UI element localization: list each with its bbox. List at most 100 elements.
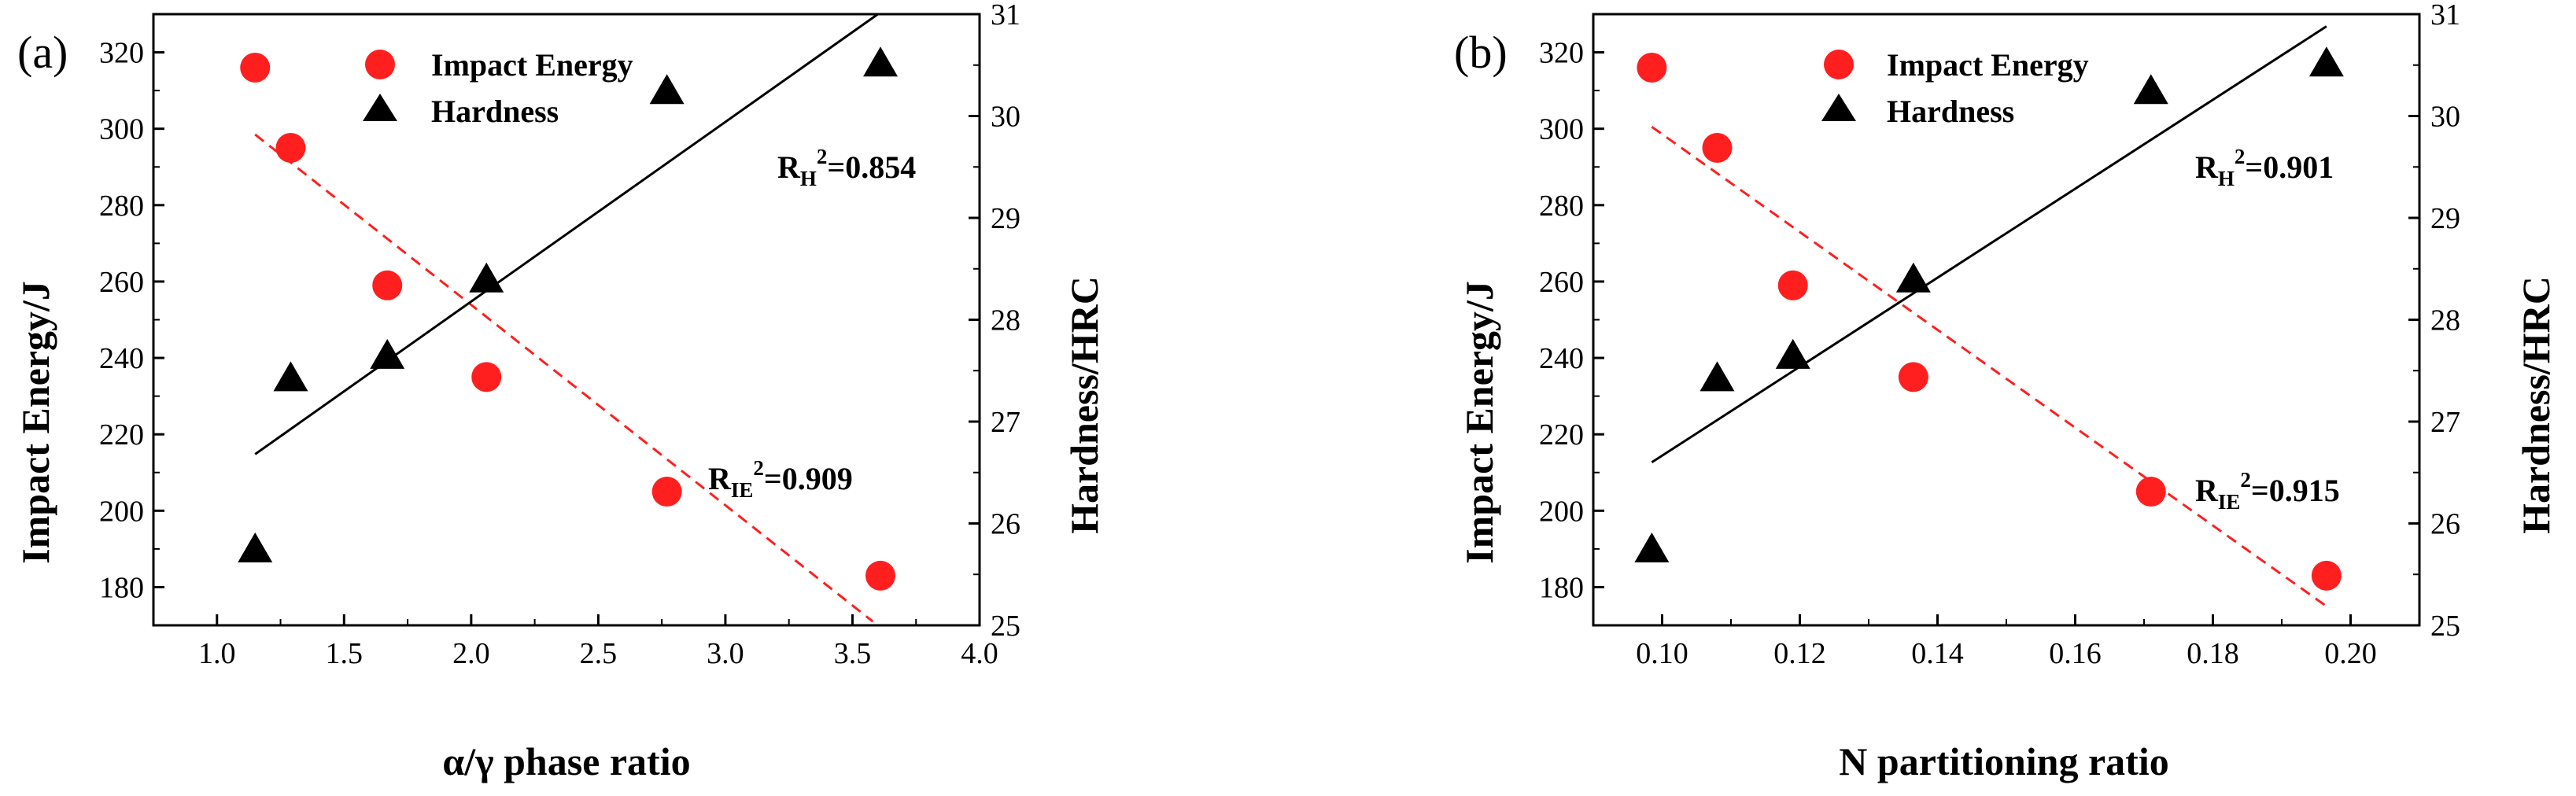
y-left-tick-label: 300 [99,113,144,146]
y-right-tick-label: 27 [991,406,1020,439]
chart-panel-a: (a) α/γ phase ratio Impact Energy/J Hard… [13,0,1106,783]
y-left-tick-label: 200 [1539,495,1584,528]
y-right-tick-label: 26 [991,508,1020,541]
r2-label-impact-energy: RIE2=0.909 [708,456,853,502]
data-point-impact-energy [372,270,403,300]
series-impact-energy [240,52,895,623]
legend-marker-hardness [363,94,397,121]
data-point-impact-energy [471,362,502,392]
y-left-tick-label: 240 [99,342,144,375]
y-axis-left-label: Impact Energy/J [1457,281,1501,564]
y-left-tick-label: 220 [1539,418,1584,451]
r2-label-hardness: RH2=0.854 [777,145,916,190]
series-hardness [1634,25,2344,562]
fit-line-hardness [1651,25,2327,464]
x-tick-label: 3.0 [707,637,744,670]
x-tick-label: 2.0 [452,637,490,670]
y-right-tick-label: 29 [991,202,1020,235]
x-tick-label: 3.5 [834,637,872,670]
legend-label-hardness: Hardness [1887,94,2014,129]
data-point-impact-energy [1777,270,1808,300]
plot-frame [152,13,981,627]
x-tick-label: 1.0 [198,637,236,670]
y-right-tick-label: 30 [991,101,1020,134]
chart-panel-b: (b) N partitioning ratio Impact Energy/J… [1454,0,2558,783]
y-right-tick-label: 30 [2430,101,2460,134]
y-left-tick-label: 320 [99,37,144,70]
data-point-impact-energy [1898,362,1928,392]
x-tick-label: 0.14 [1911,637,1964,670]
plot-area: 0.10 0.12 0.14 0.16 0.18 0.20 180 200 220 240 260 2… [1539,0,2460,670]
y-right-tick-label: 25 [2430,610,2460,643]
r2-label-impact-energy: RIE2=0.915 [2195,468,2340,514]
data-point-hardness [649,74,685,105]
data-point-hardness [1634,532,1670,562]
data-point-impact-energy [651,477,682,507]
x-tick-label: 0.12 [1773,637,1826,670]
data-point-hardness [863,46,898,77]
series-hardness [238,13,898,562]
legend-label-impact-energy: Impact Energy [1887,47,2089,83]
r2-label-hardness: RH2=0.901 [2195,145,2334,190]
data-point-hardness [238,532,273,562]
y-left-tick-label: 320 [1539,37,1584,70]
y-right-tick-label: 27 [2430,406,2460,439]
data-point-hardness [2308,46,2344,77]
x-tick-label: 0.18 [2187,637,2239,670]
x-axis-label: α/γ phase ratio [442,739,690,783]
y-right-tick-label: 31 [991,0,1020,31]
x-tick-label: 1.5 [326,637,364,670]
y-left-tick-label: 280 [1539,190,1584,223]
y-right-tick-label: 28 [2430,304,2460,337]
legend: Impact Energy Hardness [363,47,633,129]
y-left-tick-label: 240 [1539,342,1584,375]
data-point-hardness [1775,338,1810,369]
data-point-impact-energy [865,560,895,591]
legend-label-hardness: Hardness [431,94,559,129]
data-point-impact-energy [240,52,271,83]
legend-marker-impact-energy [1824,50,1854,79]
data-point-hardness [1699,361,1735,392]
legend-label-impact-energy: Impact Energy [431,47,633,83]
fit-line-impact-energy [254,133,874,623]
data-point-hardness [273,361,308,392]
y-left-tick-label: 200 [99,495,144,528]
x-tick-label: 0.10 [1636,637,1688,670]
fit-line-hardness [254,13,879,455]
x-tick-label: 4.0 [961,637,998,670]
fit-line-impact-energy [1651,126,2327,607]
y-axis-right-label: Hardness/HRC [2514,276,2558,534]
data-point-impact-energy [1637,52,1667,83]
y-right-tick-label: 31 [2430,0,2460,31]
data-point-impact-energy [1702,132,1733,163]
y-left-tick-label: 260 [1539,266,1584,299]
data-point-impact-energy [2311,560,2342,591]
data-point-impact-energy [275,132,306,163]
y-left-tick-label: 280 [99,190,144,223]
data-point-hardness [370,338,405,369]
y-left-tick-label: 220 [99,418,144,451]
y-right-tick-label: 28 [991,304,1020,337]
panel-label: (b) [1454,27,1508,78]
x-tick-label: 2.5 [580,637,618,670]
data-point-hardness [1895,262,1931,293]
data-point-impact-energy [2135,477,2166,507]
y-left-tick-label: 300 [1539,113,1584,146]
y-right-tick-label: 26 [2430,508,2460,541]
series-impact-energy [1637,52,2342,607]
legend-marker-hardness [1821,94,1856,121]
y-right-tick-label: 25 [991,610,1020,643]
x-tick-label: 0.20 [2324,637,2377,670]
data-point-hardness [469,262,504,293]
plot-area: 1.0 1.5 2.0 2.5 3.0 3.5 4.0 180 200 220 240 260 280 3… [99,0,1020,670]
y-left-tick-label: 260 [99,266,144,299]
legend: Impact Energy Hardness [1821,47,2089,129]
y-axis-left-label: Impact Energy/J [13,281,57,564]
y-left-tick-label: 180 [1539,571,1584,604]
legend-marker-impact-energy [365,50,395,79]
panel-label: (a) [17,27,68,78]
data-point-hardness [2133,74,2168,105]
x-tick-label: 0.16 [2049,637,2102,670]
y-left-tick-label: 180 [99,571,144,604]
